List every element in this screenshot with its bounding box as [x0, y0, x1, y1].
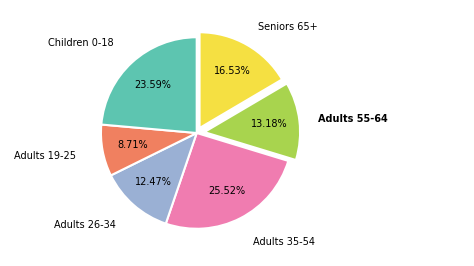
Text: Adults 55-64: Adults 55-64 [319, 114, 388, 123]
Text: 25.52%: 25.52% [208, 186, 245, 196]
Text: 23.59%: 23.59% [134, 80, 171, 90]
Text: 13.18%: 13.18% [251, 119, 287, 130]
Text: Children 0-18: Children 0-18 [48, 38, 114, 48]
Text: 8.71%: 8.71% [118, 140, 148, 150]
Wedge shape [166, 133, 288, 229]
Wedge shape [204, 84, 300, 160]
Text: 16.53%: 16.53% [213, 66, 250, 77]
Wedge shape [101, 124, 197, 175]
Text: Adults 35-54: Adults 35-54 [253, 237, 315, 247]
Text: Adults 26-34: Adults 26-34 [54, 220, 116, 230]
Text: 12.47%: 12.47% [135, 177, 172, 187]
Text: Seniors 65+: Seniors 65+ [257, 22, 317, 32]
Wedge shape [101, 37, 197, 133]
Wedge shape [200, 32, 282, 128]
Text: Adults 19-25: Adults 19-25 [14, 151, 76, 161]
Wedge shape [111, 133, 197, 224]
